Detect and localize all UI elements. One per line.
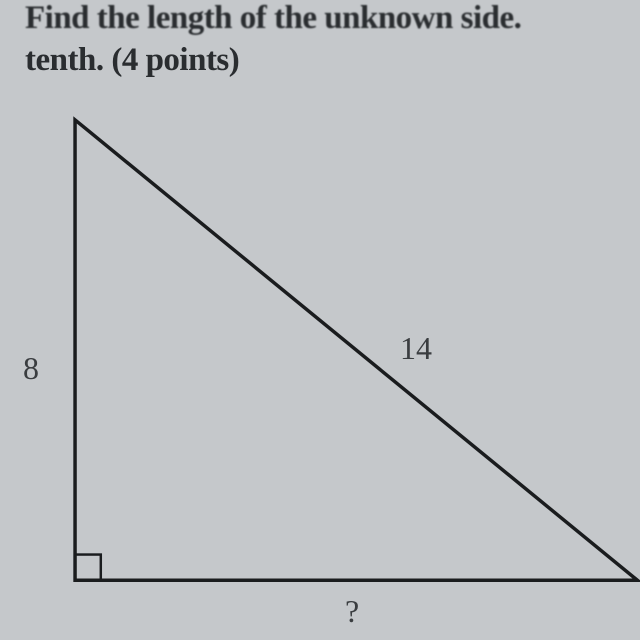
- question-line-2: tenth. (4 points): [25, 42, 239, 79]
- label-bottom-side: ?: [345, 593, 359, 630]
- triangle-figure: 8 14 ?: [25, 105, 640, 610]
- triangle-svg: [25, 105, 640, 610]
- label-hypotenuse: 14: [400, 330, 432, 367]
- label-left-side: 8: [23, 350, 39, 387]
- right-angle-marker: [75, 555, 101, 581]
- triangle-shape: [75, 120, 637, 580]
- question-line-1: Find the length of the unknown side.: [25, 0, 521, 37]
